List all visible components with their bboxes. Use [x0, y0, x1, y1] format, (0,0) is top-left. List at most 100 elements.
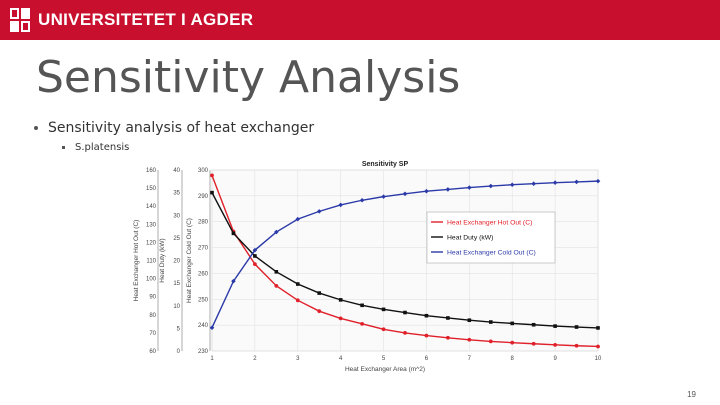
data-point	[403, 310, 407, 315]
y-tick-label: 60	[149, 349, 156, 355]
data-point	[402, 191, 408, 197]
data-point	[488, 183, 494, 189]
y-tick-label: 270	[198, 246, 209, 252]
data-point	[445, 335, 450, 340]
y-tick-label: 15	[173, 281, 180, 287]
data-point	[210, 173, 214, 178]
data-point	[317, 309, 322, 314]
data-point	[317, 291, 322, 295]
data-point	[338, 316, 343, 321]
data-point	[509, 182, 515, 188]
bullet-item: Sensitivity analysis of heat exchanger	[34, 120, 314, 136]
data-point	[424, 313, 429, 318]
data-point	[295, 216, 301, 222]
logo-text: UNIVERSITETET I AGDER	[38, 10, 254, 29]
y-tick-label: 250	[198, 297, 209, 303]
legend-box	[426, 211, 556, 264]
data-point	[553, 342, 558, 347]
data-point	[274, 283, 279, 288]
y-tick-label: 90	[149, 295, 156, 301]
data-point	[381, 307, 386, 312]
bullet-text: Sensitivity analysis of heat exchanger	[48, 120, 315, 136]
chart-title: Sensitivity SP	[362, 161, 409, 168]
data-point	[274, 270, 279, 274]
data-point	[488, 320, 493, 324]
x-tick-label: 4	[339, 356, 343, 362]
data-point	[488, 339, 493, 344]
data-point	[381, 327, 386, 332]
data-point	[445, 187, 451, 192]
data-point	[467, 337, 472, 342]
page-number: 19	[687, 390, 696, 399]
data-point	[209, 325, 215, 331]
y-tick-label: 240	[198, 323, 209, 329]
x-tick-label: 9	[553, 356, 557, 362]
x-axis-label: Heat Exchanger Area (m^2)	[345, 366, 425, 373]
legend-label: Heat Exchanger Cold Out (C)	[447, 249, 536, 256]
data-point	[381, 194, 386, 199]
y-axis-label: Heat Exchanger Hot Out (C)	[133, 220, 140, 302]
data-point	[252, 262, 257, 267]
legend-label: Heat Exchanger Hot Out (C)	[447, 219, 532, 226]
data-point	[553, 324, 557, 328]
data-point	[359, 197, 365, 203]
header-bar: UNIVERSITETET I AGDER	[0, 0, 720, 40]
data-point	[574, 325, 579, 329]
y-tick-label: 20	[173, 259, 180, 265]
data-point	[360, 321, 365, 326]
data-point	[574, 179, 579, 185]
y-tick-label: 280	[198, 220, 209, 226]
bullet-dot-icon	[34, 126, 38, 130]
y-tick-label: 130	[146, 222, 157, 228]
data-point	[231, 231, 236, 236]
data-point	[596, 326, 600, 330]
y-tick-label: 260	[198, 271, 209, 277]
x-tick-label: 3	[296, 356, 300, 362]
slide-title: Sensitivity Analysis	[36, 52, 461, 103]
y-tick-label: 120	[146, 240, 157, 246]
y-tick-label: 150	[146, 186, 157, 192]
data-point	[467, 185, 472, 190]
y-tick-label: 5	[177, 326, 181, 332]
data-point	[596, 344, 600, 349]
y-axis-label: Heat Exchanger Cold Out (C)	[186, 218, 193, 303]
x-tick-label: 6	[425, 356, 429, 362]
y-tick-label: 230	[198, 349, 209, 355]
y-tick-label: 100	[146, 277, 157, 283]
y-tick-label: 160	[146, 168, 157, 174]
y-tick-label: 0	[177, 349, 181, 355]
data-point	[510, 340, 515, 345]
y-tick-label: 30	[173, 213, 180, 219]
data-point	[446, 316, 450, 320]
sub-bullet-text: S.platensis	[75, 142, 130, 153]
data-point	[531, 181, 536, 187]
data-point	[403, 331, 407, 335]
data-point	[510, 321, 515, 326]
data-point	[467, 318, 472, 323]
x-tick-label: 8	[511, 356, 515, 362]
x-tick-label: 10	[595, 356, 602, 362]
sensitivity-chart: 1 2 3 4 5 6 7 8 9 1060708090100110120130140150160…	[133, 161, 602, 373]
data-point	[574, 343, 579, 348]
y-tick-label: 10	[173, 304, 180, 310]
y-axis-label: Heat Duty (kW)	[159, 238, 166, 282]
data-point	[295, 282, 300, 286]
y-tick-label: 40	[173, 168, 180, 174]
data-point	[295, 298, 300, 303]
data-point	[274, 229, 279, 235]
y-tick-label: 80	[149, 313, 156, 319]
y-tick-label: 110	[146, 259, 156, 265]
x-tick-label: 5	[382, 356, 386, 362]
data-point	[424, 333, 429, 338]
y-tick-label: 70	[149, 331, 156, 337]
sub-bullet-item: S.platensis	[62, 142, 129, 153]
y-tick-label: 290	[198, 194, 209, 200]
data-point	[531, 341, 536, 346]
data-point	[531, 322, 536, 327]
data-point	[316, 209, 322, 214]
data-point	[338, 202, 343, 208]
university-logo-icon	[10, 8, 30, 32]
sub-bullet-square-icon	[62, 145, 65, 149]
y-tick-label: 300	[198, 168, 209, 174]
y-tick-label: 35	[173, 191, 180, 197]
